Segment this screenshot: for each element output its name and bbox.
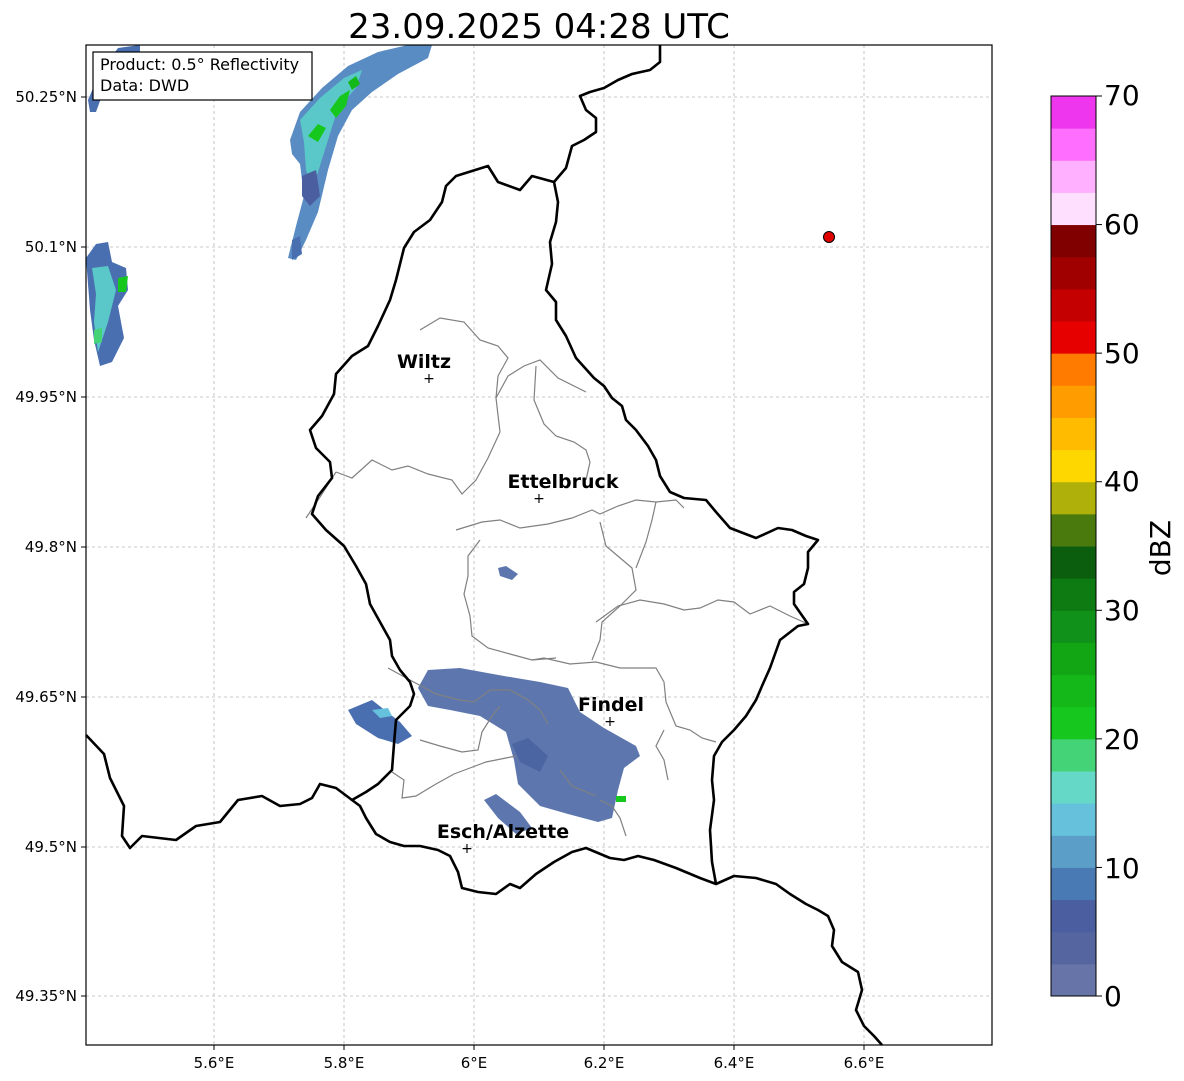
colorbar-segment — [1051, 931, 1096, 965]
lon-tick-label: 6°E — [461, 1054, 488, 1072]
colorbar-segment — [1051, 706, 1096, 740]
city-marker-wiltz: + — [423, 371, 435, 387]
colorbar-tick-labels: 0 10 20 30 40 50 60 70 — [1104, 79, 1140, 1013]
info-data-source-text: Data: DWD — [100, 76, 189, 95]
colorbar-segment — [1051, 128, 1096, 161]
colorbar-segment — [1051, 738, 1096, 772]
colorbar-segment — [1051, 385, 1096, 418]
lat-tick-label: 50.25°N — [15, 88, 77, 106]
radar-echo-west-band — [86, 242, 128, 366]
lat-tick-label: 49.5°N — [25, 838, 77, 856]
colorbar-segment — [1051, 224, 1096, 258]
colorbar-segment — [1051, 160, 1096, 193]
map-area — [86, 45, 992, 1045]
figure-title: 23.09.2025 04:28 UTC — [348, 7, 730, 47]
lon-tick-label: 5.8°E — [324, 1054, 365, 1072]
colorbar-tick-label: 30 — [1104, 594, 1140, 627]
colorbar-tick-label: 20 — [1104, 723, 1140, 756]
colorbar-segment — [1051, 899, 1096, 933]
colorbar — [1050, 95, 1102, 997]
lon-tick-label: 5.6°E — [194, 1054, 235, 1072]
colorbar-tick-label: 40 — [1104, 465, 1140, 498]
info-product-text: Product: 0.5° Reflectivity — [100, 55, 299, 74]
colorbar-tick-label: 70 — [1104, 79, 1140, 112]
colorbar-frame — [1050, 95, 1097, 997]
colorbar-segment — [1051, 803, 1096, 836]
lat-tick-label: 49.8°N — [25, 538, 77, 556]
colorbar-segment — [1051, 96, 1096, 129]
lon-tick-label: 6.6°E — [844, 1054, 885, 1072]
lat-tick-label: 49.35°N — [15, 987, 77, 1005]
lat-tick-label: 49.65°N — [15, 688, 77, 706]
city-label-ettelbruck: Ettelbruck — [508, 471, 619, 493]
city-label-esch-alzette: Esch/Alzette — [437, 821, 569, 843]
colorbar-segment — [1051, 835, 1096, 868]
latitude-tick-labels: 50.25°N 50.1°N 49.95°N 49.8°N 49.65°N 49… — [15, 88, 77, 1005]
latitude-ticks — [81, 96, 86, 997]
colorbar-tick-label: 10 — [1104, 852, 1140, 885]
colorbar-segment — [1051, 578, 1096, 611]
longitude-ticks — [213, 1045, 865, 1050]
lon-tick-label: 6.4°E — [714, 1054, 755, 1072]
colorbar-segment — [1051, 353, 1096, 386]
colorbar-tick-label: 50 — [1104, 337, 1140, 370]
colorbar-segment — [1051, 867, 1096, 901]
colorbar-segment — [1051, 417, 1096, 451]
radar-site-marker — [823, 231, 835, 243]
radar-echo-south-luxembourg — [418, 566, 640, 834]
colorbar-segment — [1051, 546, 1096, 579]
colorbar-segment — [1051, 256, 1096, 290]
colorbar-segment — [1051, 771, 1096, 804]
colorbar-tick-label: 0 — [1104, 980, 1122, 1013]
colorbar-segment — [1051, 449, 1096, 483]
lat-tick-label: 50.1°N — [25, 238, 77, 256]
lat-tick-label: 49.95°N — [15, 388, 77, 406]
city-label-wiltz: Wiltz — [397, 351, 451, 373]
colorbar-segment — [1051, 321, 1096, 354]
city-marker-findel: + — [604, 714, 616, 730]
colorbar-segment — [1051, 642, 1096, 676]
colorbar-segment — [1051, 513, 1096, 547]
colorbar-segment — [1051, 192, 1096, 226]
city-marker-esch-alzette: + — [461, 841, 473, 857]
colorbar-segment — [1051, 963, 1096, 997]
map-frame — [85, 44, 993, 1046]
info-box: Product: 0.5° Reflectivity Data: DWD — [92, 51, 313, 101]
city-markers: Wiltz + Ettelbruck + Findel + Esch/Alzet… — [397, 351, 644, 857]
longitude-tick-labels: 5.6°E 5.8°E 6°E 6.2°E 6.4°E 6.6°E — [194, 1054, 885, 1072]
city-label-findel: Findel — [578, 694, 644, 716]
colorbar-segment — [1051, 610, 1096, 643]
colorbar-segment — [1051, 481, 1096, 515]
colorbar-label: dBZ — [1144, 520, 1177, 576]
city-marker-ettelbruck: + — [533, 491, 545, 507]
national-borders — [85, 45, 883, 1046]
colorbar-segment — [1051, 674, 1096, 708]
colorbar-tick-label: 60 — [1104, 208, 1140, 241]
colorbar-segment — [1051, 288, 1096, 322]
lon-tick-label: 6.2°E — [584, 1054, 625, 1072]
